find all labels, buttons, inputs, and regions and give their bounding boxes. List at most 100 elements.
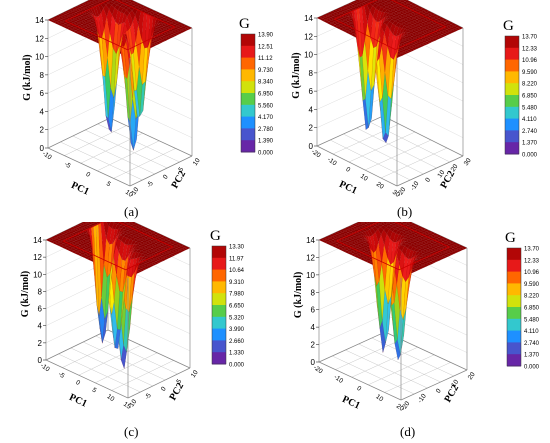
surface-facet bbox=[385, 222, 391, 224]
floor-grid-line bbox=[358, 343, 441, 383]
legend-swatch bbox=[507, 295, 521, 308]
legend-label: 4.110 bbox=[524, 329, 539, 335]
energy-surface bbox=[45, 222, 191, 369]
wall-grid-line bbox=[382, 97, 464, 138]
y-tick-label: -20 bbox=[400, 400, 411, 412]
legend-swatch bbox=[212, 269, 226, 282]
surface-facet bbox=[143, 227, 150, 231]
wall-grid-line bbox=[109, 62, 193, 102]
floor-grid-line bbox=[330, 139, 411, 181]
z-tick-label: 0 bbox=[309, 142, 314, 151]
legend-label: 5.560 bbox=[258, 103, 274, 109]
z-tick-label: 4 bbox=[38, 322, 43, 331]
y-axis: -10 -5 05 10 PC2 bbox=[129, 157, 202, 198]
legend-swatch bbox=[505, 142, 519, 155]
x-tick-label: 15 bbox=[122, 401, 132, 411]
surface-facet bbox=[152, 231, 159, 235]
x-tick-label: -10 bbox=[39, 362, 51, 373]
z-tick-label: 8 bbox=[311, 288, 316, 297]
surface-facet bbox=[154, 11, 161, 15]
legend-label: 12.51 bbox=[258, 44, 274, 50]
z-tick-label: 10 bbox=[33, 270, 42, 279]
caption-a: (a) bbox=[124, 204, 139, 219]
legend-label: 2.740 bbox=[524, 341, 540, 347]
y-tick-label: 5 bbox=[175, 378, 183, 385]
legend-label: 9.730 bbox=[258, 68, 274, 74]
surface-facet bbox=[429, 231, 436, 235]
box-edge bbox=[316, 145, 398, 187]
legend-label: 2.780 bbox=[258, 127, 274, 133]
y-tick-label: 0 bbox=[435, 387, 443, 394]
z-tick-label: 6 bbox=[311, 306, 316, 315]
z-tick-label: 8 bbox=[309, 69, 314, 78]
legend-label: 5.480 bbox=[524, 317, 540, 323]
x-tick-label: -20 bbox=[310, 148, 322, 159]
legend-label: 10.64 bbox=[229, 268, 245, 274]
surface-facet bbox=[92, 0, 96, 1]
surface-facet bbox=[423, 228, 430, 232]
x-tick-label: -5 bbox=[57, 371, 66, 380]
z-tick-label: 10 bbox=[35, 53, 44, 62]
surface-facet bbox=[454, 243, 462, 247]
x-axis: -10 -5 0 5 10 PC1 bbox=[41, 150, 134, 199]
surface-facet bbox=[460, 246, 468, 250]
z-tick-label: 0 bbox=[311, 358, 316, 367]
legend-label: 4.170 bbox=[258, 115, 274, 121]
surface-plateau bbox=[335, 222, 451, 271]
floor-grid-line bbox=[345, 349, 428, 389]
legend-label: 6.850 bbox=[524, 306, 540, 312]
surface-facet bbox=[457, 244, 465, 248]
y-tick-label: 0 bbox=[160, 385, 168, 392]
y-tick-label: -10 bbox=[127, 398, 138, 410]
surface-facet bbox=[99, 222, 103, 223]
legend-swatch bbox=[507, 271, 521, 284]
floor-grid-line bbox=[97, 140, 160, 172]
z-axis-label: G (kJ/mol) bbox=[20, 271, 31, 317]
y-axis: -10 -5 05 10 PC2 bbox=[127, 369, 200, 410]
x-tick-label: -10 bbox=[326, 156, 338, 167]
legend-label: 6.650 bbox=[229, 304, 245, 310]
y-tick-label: 10 bbox=[450, 378, 460, 388]
surface-facet bbox=[401, 0, 408, 2]
z-tick-label: 2 bbox=[40, 126, 45, 135]
wall-grid-line bbox=[382, 60, 464, 102]
surface-facet bbox=[407, 222, 414, 225]
z-axis: 0 2 4 6 8 10 12 14 G (kJ/mol) bbox=[291, 14, 317, 151]
surface-facet bbox=[457, 26, 464, 30]
surface-facet bbox=[360, 222, 366, 224]
x-axis-label: PC1 bbox=[67, 392, 88, 410]
y-tick-label: -10 bbox=[417, 392, 428, 404]
surface-facet bbox=[448, 240, 455, 244]
x-axis: -10 -5 0 5 10 15 PC1 bbox=[39, 362, 132, 411]
z-tick-label: 2 bbox=[38, 339, 43, 348]
wall-grid-line bbox=[318, 314, 386, 345]
legend-label: 6.850 bbox=[522, 94, 538, 100]
wall-grid-line bbox=[47, 62, 111, 94]
legend-swatch bbox=[507, 283, 521, 296]
surface-facet bbox=[435, 234, 443, 238]
surface-facet bbox=[417, 6, 424, 10]
legend-label: 0.000 bbox=[258, 151, 274, 157]
plot-d: 0 2 4 6 8 10 12 14 G (kJ/mol) -20 -10 0 10 20 PC1 -20 -1… bbox=[293, 222, 540, 413]
legend-swatch bbox=[241, 104, 255, 118]
floor-grid-line bbox=[60, 141, 143, 181]
y-tick-label: 10 bbox=[436, 169, 446, 179]
surface-facet bbox=[372, 0, 377, 1]
floor-grid-line bbox=[348, 131, 416, 163]
surface-facet bbox=[126, 0, 133, 2]
legend-label: 11.12 bbox=[258, 56, 273, 62]
legend-label: 5.320 bbox=[229, 315, 245, 321]
surface-facet bbox=[413, 224, 421, 228]
energy-surface bbox=[318, 222, 468, 361]
y-tick-label: -5 bbox=[144, 392, 153, 401]
surface-facet bbox=[453, 24, 461, 28]
wall-grid-line bbox=[318, 296, 386, 328]
surface-facet bbox=[145, 7, 152, 11]
y-tick-label: 0 bbox=[424, 176, 432, 183]
box-edge bbox=[382, 115, 464, 157]
legend-label: 0.000 bbox=[524, 365, 540, 371]
floor-grid-line bbox=[70, 347, 153, 387]
surface-facet bbox=[358, 0, 364, 2]
x-axis-label: PC1 bbox=[337, 179, 358, 197]
